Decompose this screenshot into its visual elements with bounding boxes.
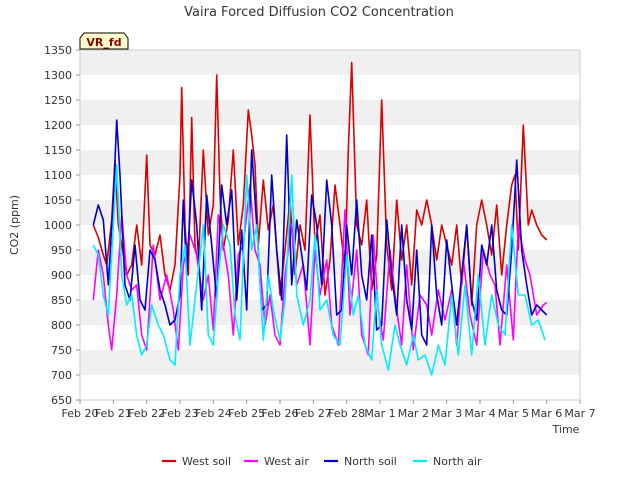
series-line-north-air (92, 164, 546, 376)
x-tick-label: Feb 25 (228, 407, 265, 420)
tag-box-shape (79, 32, 129, 50)
x-tick-label: Feb 26 (262, 407, 299, 420)
y-tick-label: 900 (51, 269, 72, 282)
grid-band (80, 100, 580, 125)
y-tick-label: 1150 (44, 144, 72, 157)
y-tick-label: 1000 (44, 219, 72, 232)
y-tick-label: 650 (51, 394, 72, 407)
y-tick-label: 750 (51, 344, 72, 357)
grid-band (80, 150, 580, 175)
x-tick-label: Mar 7 (564, 407, 595, 420)
y-axis: 650 700 750 800 850 900 950 1000 1050 1100 1150 120… (44, 44, 80, 407)
x-axis-label: Time (552, 423, 580, 436)
y-tick-label: 1300 (44, 69, 72, 82)
grid-band (80, 50, 580, 75)
series-line-north-soil (92, 119, 548, 346)
tag-box: VR_fd (79, 32, 129, 50)
y-tick-label: 1350 (44, 44, 72, 57)
tag-label: VR_fd (86, 36, 121, 49)
x-tick-label: Feb 22 (128, 407, 165, 420)
legend-label-north-air: North air (433, 455, 482, 468)
grid-band (80, 350, 580, 375)
y-tick-label: 1050 (44, 194, 72, 207)
x-tick-label: Feb 20 (62, 407, 99, 420)
series-lines (92, 61, 548, 376)
y-tick-label: 950 (51, 244, 72, 257)
y-tick-label: 850 (51, 294, 72, 307)
y-tick-label: 800 (51, 319, 72, 332)
chart-title: Vaira Forced Diffusion CO2 Concentration (184, 5, 454, 20)
y-tick-label: 1200 (44, 119, 72, 132)
y-axis-label: CO2 (ppm) (8, 195, 21, 255)
x-tick-label: Feb 27 (295, 407, 332, 420)
legend-label-north-soil: North soil (344, 455, 397, 468)
legend-label-west-air: West air (264, 455, 309, 468)
y-tick-label: 700 (51, 369, 72, 382)
x-tick-label: Feb 21 (95, 407, 132, 420)
x-tick-label: Mar 3 (431, 407, 462, 420)
x-tick-label: Feb 28 (328, 407, 365, 420)
plot-background (80, 50, 580, 400)
x-tick-label: Mar 5 (498, 407, 529, 420)
x-tick-label: Mar 4 (464, 407, 495, 420)
legend-label-west-soil: West soil (182, 455, 231, 468)
legend: West soil West air North soil North air (162, 455, 482, 468)
x-tick-label: Feb 24 (195, 407, 232, 420)
x-tick-label: Mar 1 (364, 407, 395, 420)
x-tick-label: Mar 2 (398, 407, 429, 420)
y-tick-label: 1250 (44, 94, 72, 107)
series-line-west-air (92, 184, 548, 356)
x-tick-label: Mar 6 (531, 407, 562, 420)
x-tick-label: Feb 23 (162, 407, 199, 420)
y-tick-label: 1100 (44, 169, 72, 182)
